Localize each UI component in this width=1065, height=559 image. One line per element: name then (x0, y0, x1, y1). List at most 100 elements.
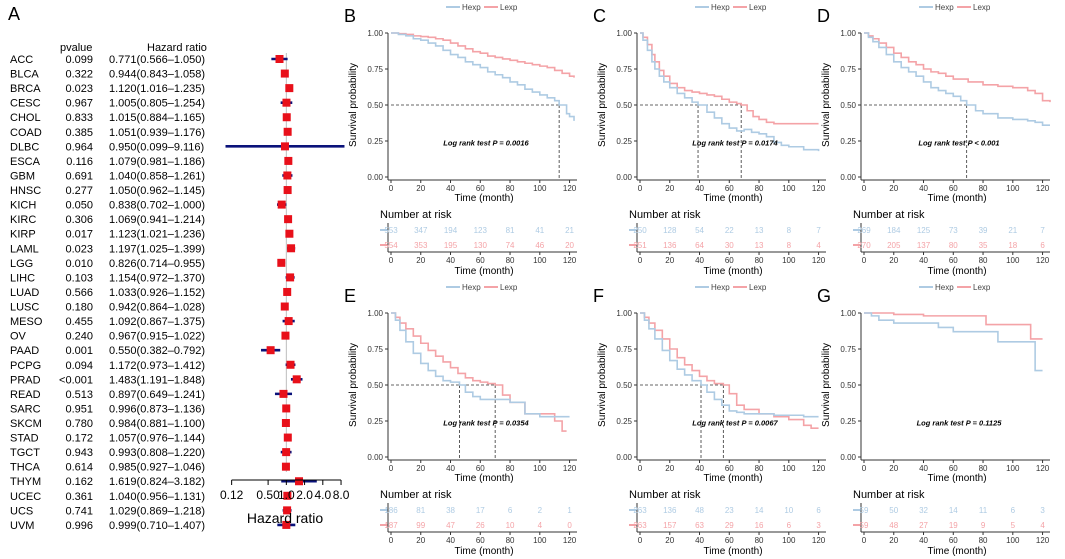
forest-point (292, 375, 301, 384)
risk-count-lexp: 26 (476, 521, 485, 530)
forest-row-pvalue: 0.322 (65, 69, 93, 81)
forest-point (280, 302, 289, 311)
km-y-tick-label: 0.00 (840, 173, 856, 182)
forest-row-pvalue: 0.951 (65, 403, 93, 415)
km-x-tick-label: 60 (725, 184, 734, 193)
risk-x-axis-label: Time (month) (454, 546, 513, 557)
risk-x-tick-label: 100 (782, 536, 796, 545)
km-curve-lexp (864, 312, 1043, 340)
km-y-axis-label: Survival probability (597, 343, 608, 427)
risk-count-lexp: 16 (755, 521, 764, 530)
risk-count-lexp: 130 (474, 241, 488, 250)
legend-lexp-label: Lexp (749, 3, 767, 12)
km-y-tick-label: 1.00 (367, 29, 383, 38)
forest-row-label: MESO (10, 316, 43, 328)
risk-x-tick-label: 40 (695, 536, 704, 545)
km-y-tick-label: 1.00 (367, 309, 383, 318)
legend-hexp-label: Hexp (462, 283, 481, 292)
risk-count-lexp: 137 (917, 241, 931, 250)
forest-row-hr: 1.033(0.926–1.152) (109, 287, 205, 299)
risk-x-tick-label: 40 (446, 256, 455, 265)
km-x-tick-label: 100 (533, 184, 547, 193)
risk-table-title: Number at risk (853, 209, 925, 221)
forest-row-hr: 0.996(0.873–1.136) (109, 403, 205, 415)
forest-row-label: DLBC (10, 141, 39, 153)
risk-count-lexp: 263 (633, 521, 647, 530)
risk-count-lexp: 59 (860, 521, 869, 530)
forest-row-label: BLCA (10, 69, 39, 81)
forest-x-tick-label: 0.50 (256, 488, 280, 502)
forest-row-hr: 0.967(0.915–1.022) (109, 331, 205, 343)
forest-row-label: PRAD (10, 374, 41, 386)
km-x-tick-label: 100 (782, 464, 796, 473)
forest-row-label: BRCA (10, 83, 41, 95)
forest-x-tick-label: 1.0 (278, 488, 295, 502)
risk-count-hexp: 6 (816, 506, 821, 515)
forest-row-pvalue: 0.614 (65, 462, 93, 474)
forest-point (266, 346, 275, 355)
risk-count-hexp: 13 (755, 226, 764, 235)
forest-row-label: CHOL (10, 112, 41, 124)
risk-x-tick-label: 120 (563, 536, 577, 545)
forest-row-hr: 0.944(0.843–1.058) (109, 69, 205, 81)
forest-row-label: ESCA (10, 156, 41, 168)
forest-row-label: UCEC (10, 491, 41, 503)
risk-x-tick-label: 0 (638, 256, 643, 265)
forest-point (279, 389, 288, 398)
forest-row-pvalue: 0.116 (66, 156, 93, 168)
forest-row-label: SARC (10, 403, 41, 415)
km-curve-lexp (640, 32, 819, 125)
risk-table-title: Number at risk (380, 209, 452, 221)
km-x-tick-label: 120 (812, 464, 826, 473)
risk-count-hexp: 21 (1008, 226, 1017, 235)
km-y-tick-label: 0.25 (840, 417, 856, 426)
risk-count-hexp: 269 (857, 226, 871, 235)
forest-row-pvalue: 0.691 (65, 170, 93, 182)
forest-point (284, 156, 293, 165)
risk-x-tick-label: 40 (919, 256, 928, 265)
km-curve-hexp (864, 32, 1050, 126)
km-curve-lexp (864, 32, 1051, 103)
forest-row-hr: 0.985(0.927–1.046) (109, 462, 205, 474)
km-pvalue: Log rank test P = 0.1125 (917, 418, 1003, 427)
forest-row-pvalue: 0.023 (65, 83, 93, 95)
forest-point (282, 448, 291, 457)
km-curve-lexp (391, 32, 575, 78)
risk-count-hexp: 263 (633, 506, 647, 515)
km-x-tick-label: 40 (695, 184, 704, 193)
km-legend: Hexp Lexp (919, 283, 991, 292)
forest-row-label: COAD (10, 127, 42, 139)
forest-row-label: READ (10, 389, 41, 401)
forest-row-hr: 1.029(0.869–1.218) (109, 505, 205, 517)
km-pvalue: Log rank test P < 0.001 (918, 138, 999, 147)
risk-count-hexp: 50 (889, 506, 898, 515)
risk-count-lexp: 270 (857, 241, 871, 250)
km-x-axis-label: Time (month) (927, 193, 986, 204)
risk-count-hexp: 59 (860, 506, 869, 515)
km-curve-lexp (640, 312, 819, 429)
risk-count-hexp: 6 (508, 506, 513, 515)
forest-point (277, 258, 286, 267)
risk-count-hexp: 54 (695, 226, 704, 235)
km-x-tick-label: 120 (1036, 184, 1050, 193)
km-x-tick-label: 20 (889, 184, 898, 193)
forest-point (275, 55, 284, 63)
risk-count-hexp: 123 (474, 226, 488, 235)
risk-x-tick-label: 60 (476, 256, 485, 265)
risk-x-tick-label: 20 (889, 256, 898, 265)
risk-x-tick-label: 20 (665, 256, 674, 265)
forest-row-label: CESC (10, 98, 41, 110)
forest-row-label: HNSC (10, 185, 41, 197)
risk-count-hexp: 6 (1011, 506, 1016, 515)
km-y-tick-label: 1.00 (840, 309, 856, 318)
km-y-tick-label: 0.25 (367, 137, 383, 146)
km-y-tick-label: 1.00 (616, 309, 632, 318)
km-legend: Hexp Lexp (446, 283, 518, 292)
forest-point (286, 360, 295, 369)
panel-label: E (344, 286, 356, 306)
risk-count-hexp: 184 (887, 226, 901, 235)
risk-x-tick-label: 0 (389, 256, 394, 265)
risk-count-lexp: 353 (414, 241, 428, 250)
km-x-axis-label: Time (month) (703, 473, 762, 484)
